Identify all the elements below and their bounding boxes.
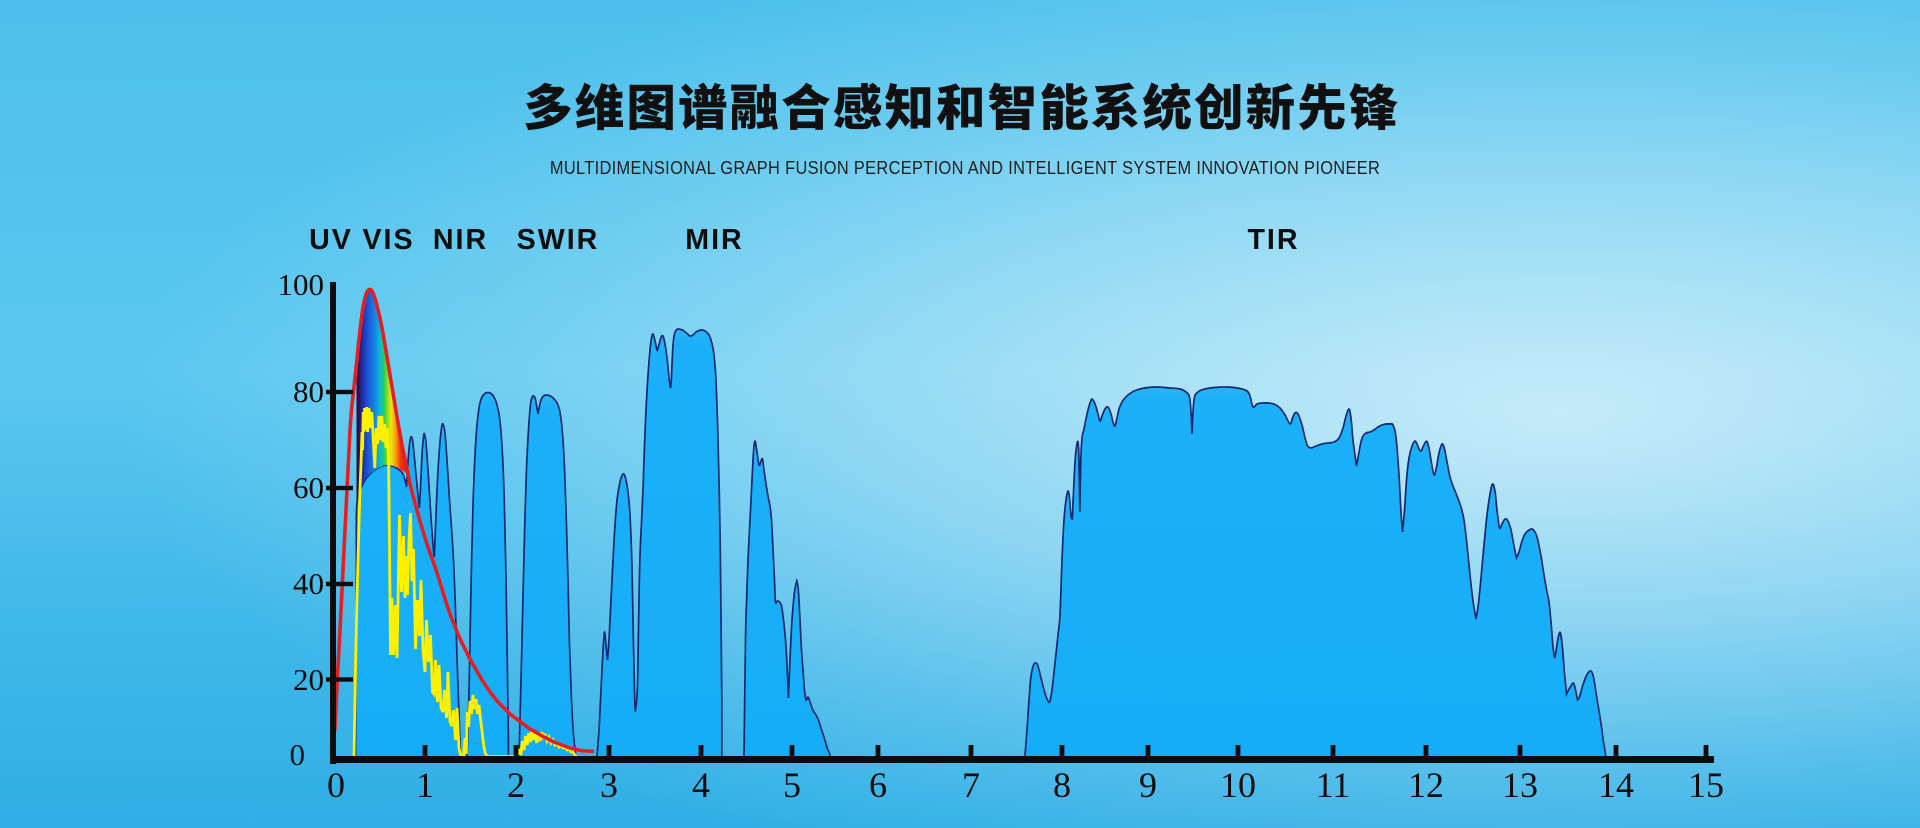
svg-text:4: 4 <box>692 765 710 805</box>
svg-text:7: 7 <box>962 765 980 805</box>
svg-text:0: 0 <box>327 765 345 805</box>
svg-text:3: 3 <box>600 765 618 805</box>
svg-text:8: 8 <box>1053 765 1071 805</box>
svg-text:0: 0 <box>290 737 306 772</box>
svg-text:20: 20 <box>293 662 324 697</box>
svg-text:15: 15 <box>1688 765 1724 805</box>
svg-text:10: 10 <box>1220 765 1256 805</box>
svg-text:13: 13 <box>1502 765 1538 805</box>
svg-text:40: 40 <box>293 566 324 601</box>
svg-text:100: 100 <box>278 267 325 302</box>
svg-text:5: 5 <box>783 765 801 805</box>
svg-text:80: 80 <box>293 374 324 409</box>
svg-text:11: 11 <box>1316 765 1351 805</box>
svg-text:60: 60 <box>293 470 324 505</box>
svg-text:12: 12 <box>1408 765 1444 805</box>
svg-text:9: 9 <box>1139 765 1157 805</box>
svg-text:14: 14 <box>1598 765 1634 805</box>
svg-text:6: 6 <box>869 765 887 805</box>
svg-text:2: 2 <box>507 765 525 805</box>
svg-text:1: 1 <box>416 765 434 805</box>
